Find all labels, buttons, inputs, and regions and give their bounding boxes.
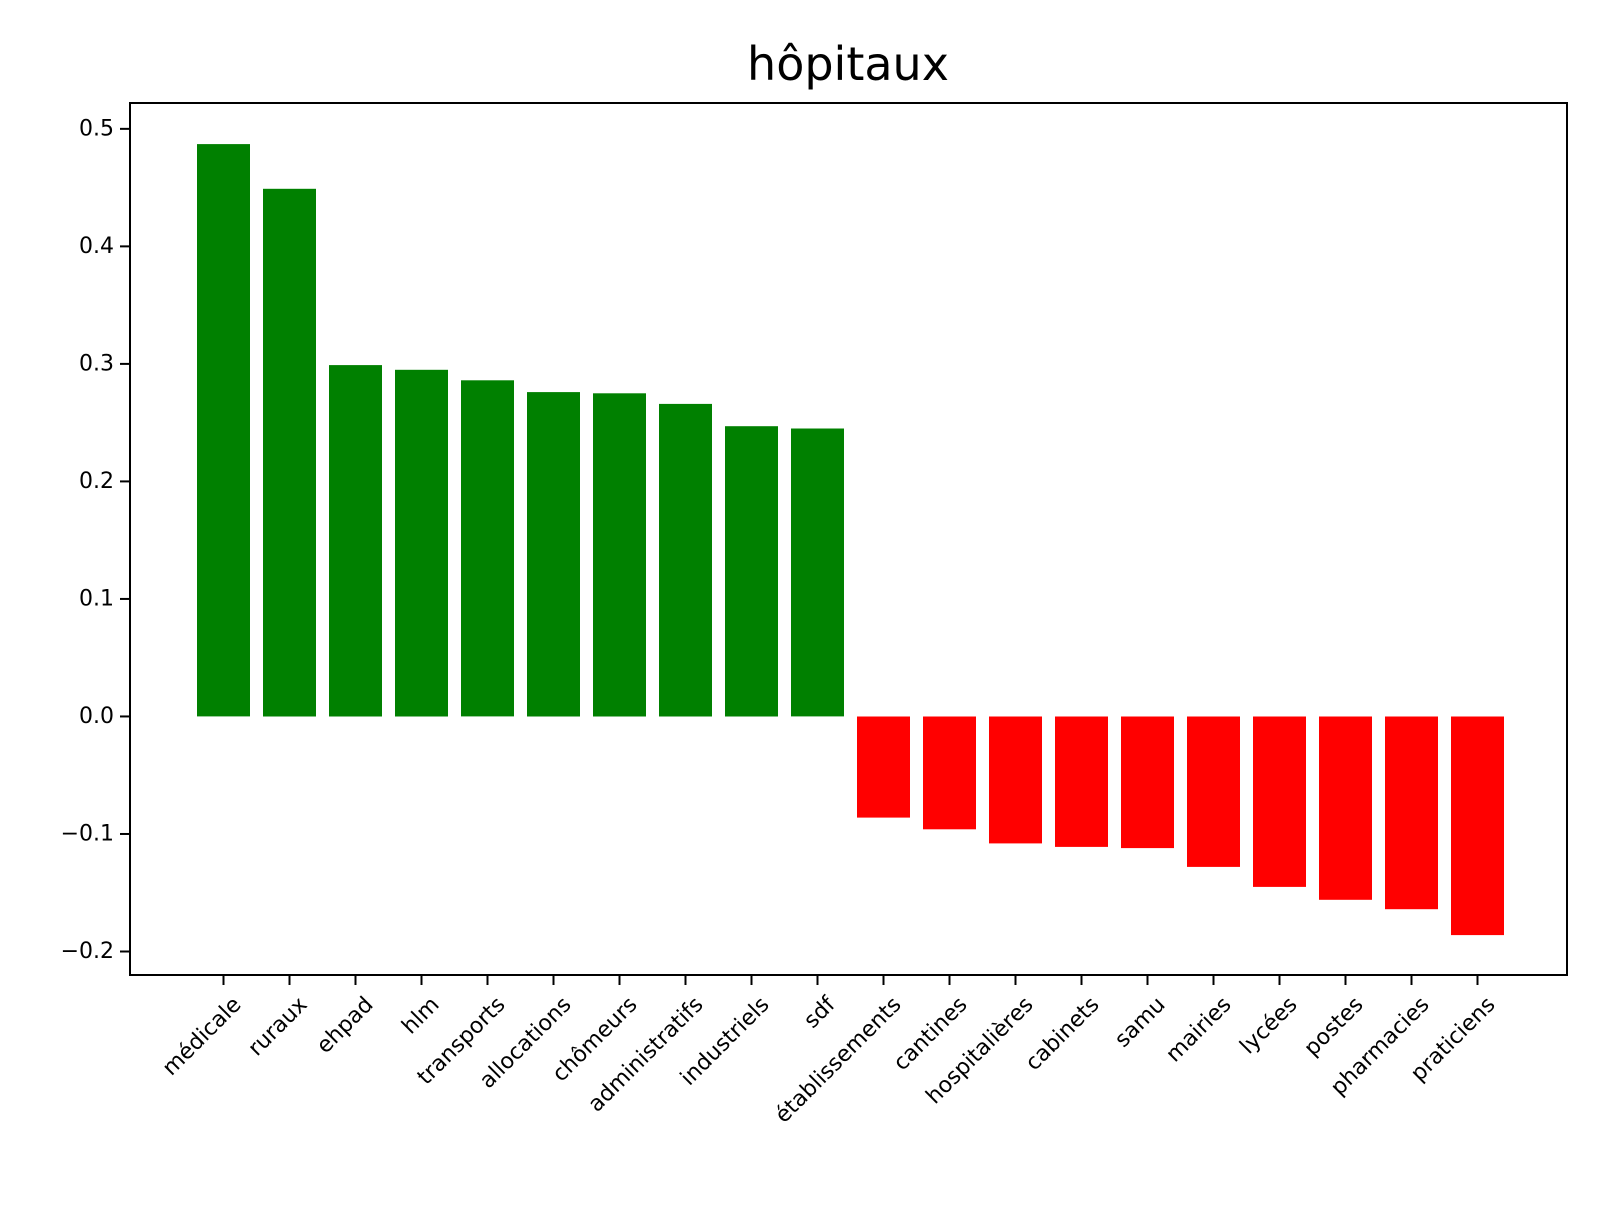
y-axis: 0.5 0.4 0.3 0.2 0.1 0.0 −0.1 −0.2 (61, 116, 130, 964)
y-tick-label: 0.4 (79, 234, 114, 259)
y-tick-label: 0.1 (79, 586, 114, 611)
bar-3 (329, 365, 382, 717)
bar-5 (461, 380, 514, 717)
y-tick-label: 0.3 (79, 351, 114, 376)
bar-10 (791, 428, 844, 717)
bar-2 (263, 188, 316, 717)
bar-18 (1319, 716, 1372, 900)
plot-frame (129, 102, 1568, 976)
x-tick-label: lycées (1235, 992, 1302, 1059)
x-tick-label: mairies (1161, 992, 1236, 1067)
x-tick-label: médicale (158, 992, 247, 1081)
x-tick-label: établissements (771, 992, 907, 1128)
x-tick-label: sdf (799, 991, 841, 1033)
x-tick-label: samu (1110, 992, 1170, 1052)
x-tick-label: ruraux (244, 992, 313, 1061)
chart-title: hôpitaux (747, 37, 949, 91)
x-tick-label: administratifs (584, 992, 709, 1117)
y-tick-label: 0.2 (79, 469, 114, 494)
bar-9 (725, 426, 778, 717)
bar-16 (1187, 716, 1240, 867)
bar-12 (923, 716, 976, 830)
x-tick-label: hlm (397, 992, 444, 1039)
x-tick-label: ehpad (312, 992, 378, 1058)
y-tick-label: −0.2 (61, 939, 114, 964)
y-tick-label: −0.1 (61, 821, 114, 846)
bar-14 (1055, 716, 1108, 847)
bar-19 (1385, 716, 1438, 910)
x-tick-label: cabinets (1021, 992, 1105, 1076)
y-tick-label: 0.5 (79, 116, 114, 141)
bar-15 (1121, 716, 1174, 849)
bar-1 (197, 144, 250, 717)
bar-6 (527, 392, 580, 717)
bar-8 (659, 403, 712, 717)
bar-20 (1451, 716, 1504, 936)
bar-11 (857, 716, 910, 818)
bar-7 (593, 393, 646, 717)
bar-4 (395, 369, 448, 717)
bar-13 (989, 716, 1042, 844)
bars-layer (197, 144, 1504, 936)
bar-17 (1253, 716, 1306, 887)
y-tick-label: 0.0 (79, 704, 114, 729)
